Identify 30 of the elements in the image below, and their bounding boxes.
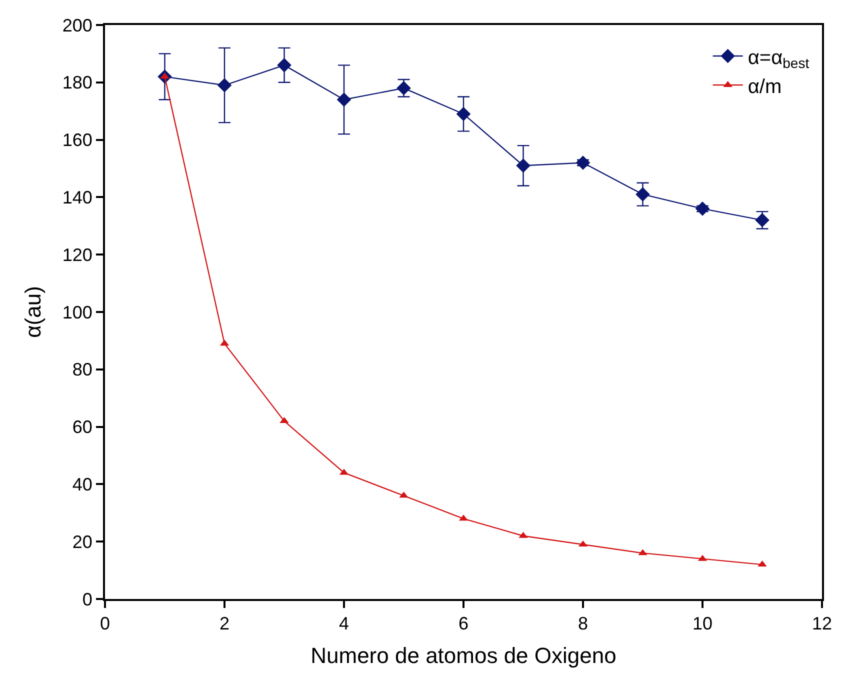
y-axis-title: α(au) <box>20 286 46 338</box>
x-tick-label: 12 <box>812 614 832 634</box>
y-tick-label: 80 <box>72 360 92 380</box>
point <box>576 156 590 170</box>
point <box>695 202 710 216</box>
y-tick-label: 200 <box>62 15 92 36</box>
point <box>277 58 292 72</box>
y-tick-label: 20 <box>72 532 92 552</box>
y-tick-label: 100 <box>62 302 92 322</box>
y-tick-label: 120 <box>62 244 92 265</box>
x-tick-label: 2 <box>219 614 230 634</box>
legend-label: α/m <box>748 76 782 98</box>
point <box>456 106 471 122</box>
x-axis-title: Numero de atomos de Oxigeno <box>310 643 616 668</box>
point <box>516 158 530 173</box>
x-tick-label: 0 <box>100 614 110 634</box>
x-tick-label: 8 <box>578 614 588 634</box>
point <box>336 92 352 107</box>
x-tick-label: 4 <box>338 614 350 634</box>
x-tick-label: 10 <box>692 614 713 634</box>
x-tick-label: 6 <box>458 614 469 634</box>
y-tick-label: 0 <box>82 589 92 610</box>
y-tick-label: 140 <box>62 188 92 208</box>
legend-label: α=α$_{best}$ <box>748 46 810 71</box>
y-tick-label: 60 <box>72 417 92 438</box>
y-tick-label: 180 <box>62 72 92 93</box>
point <box>636 187 650 202</box>
y-tick-label: 160 <box>62 130 92 150</box>
y-tick-label: 40 <box>72 474 92 494</box>
point <box>217 78 232 92</box>
